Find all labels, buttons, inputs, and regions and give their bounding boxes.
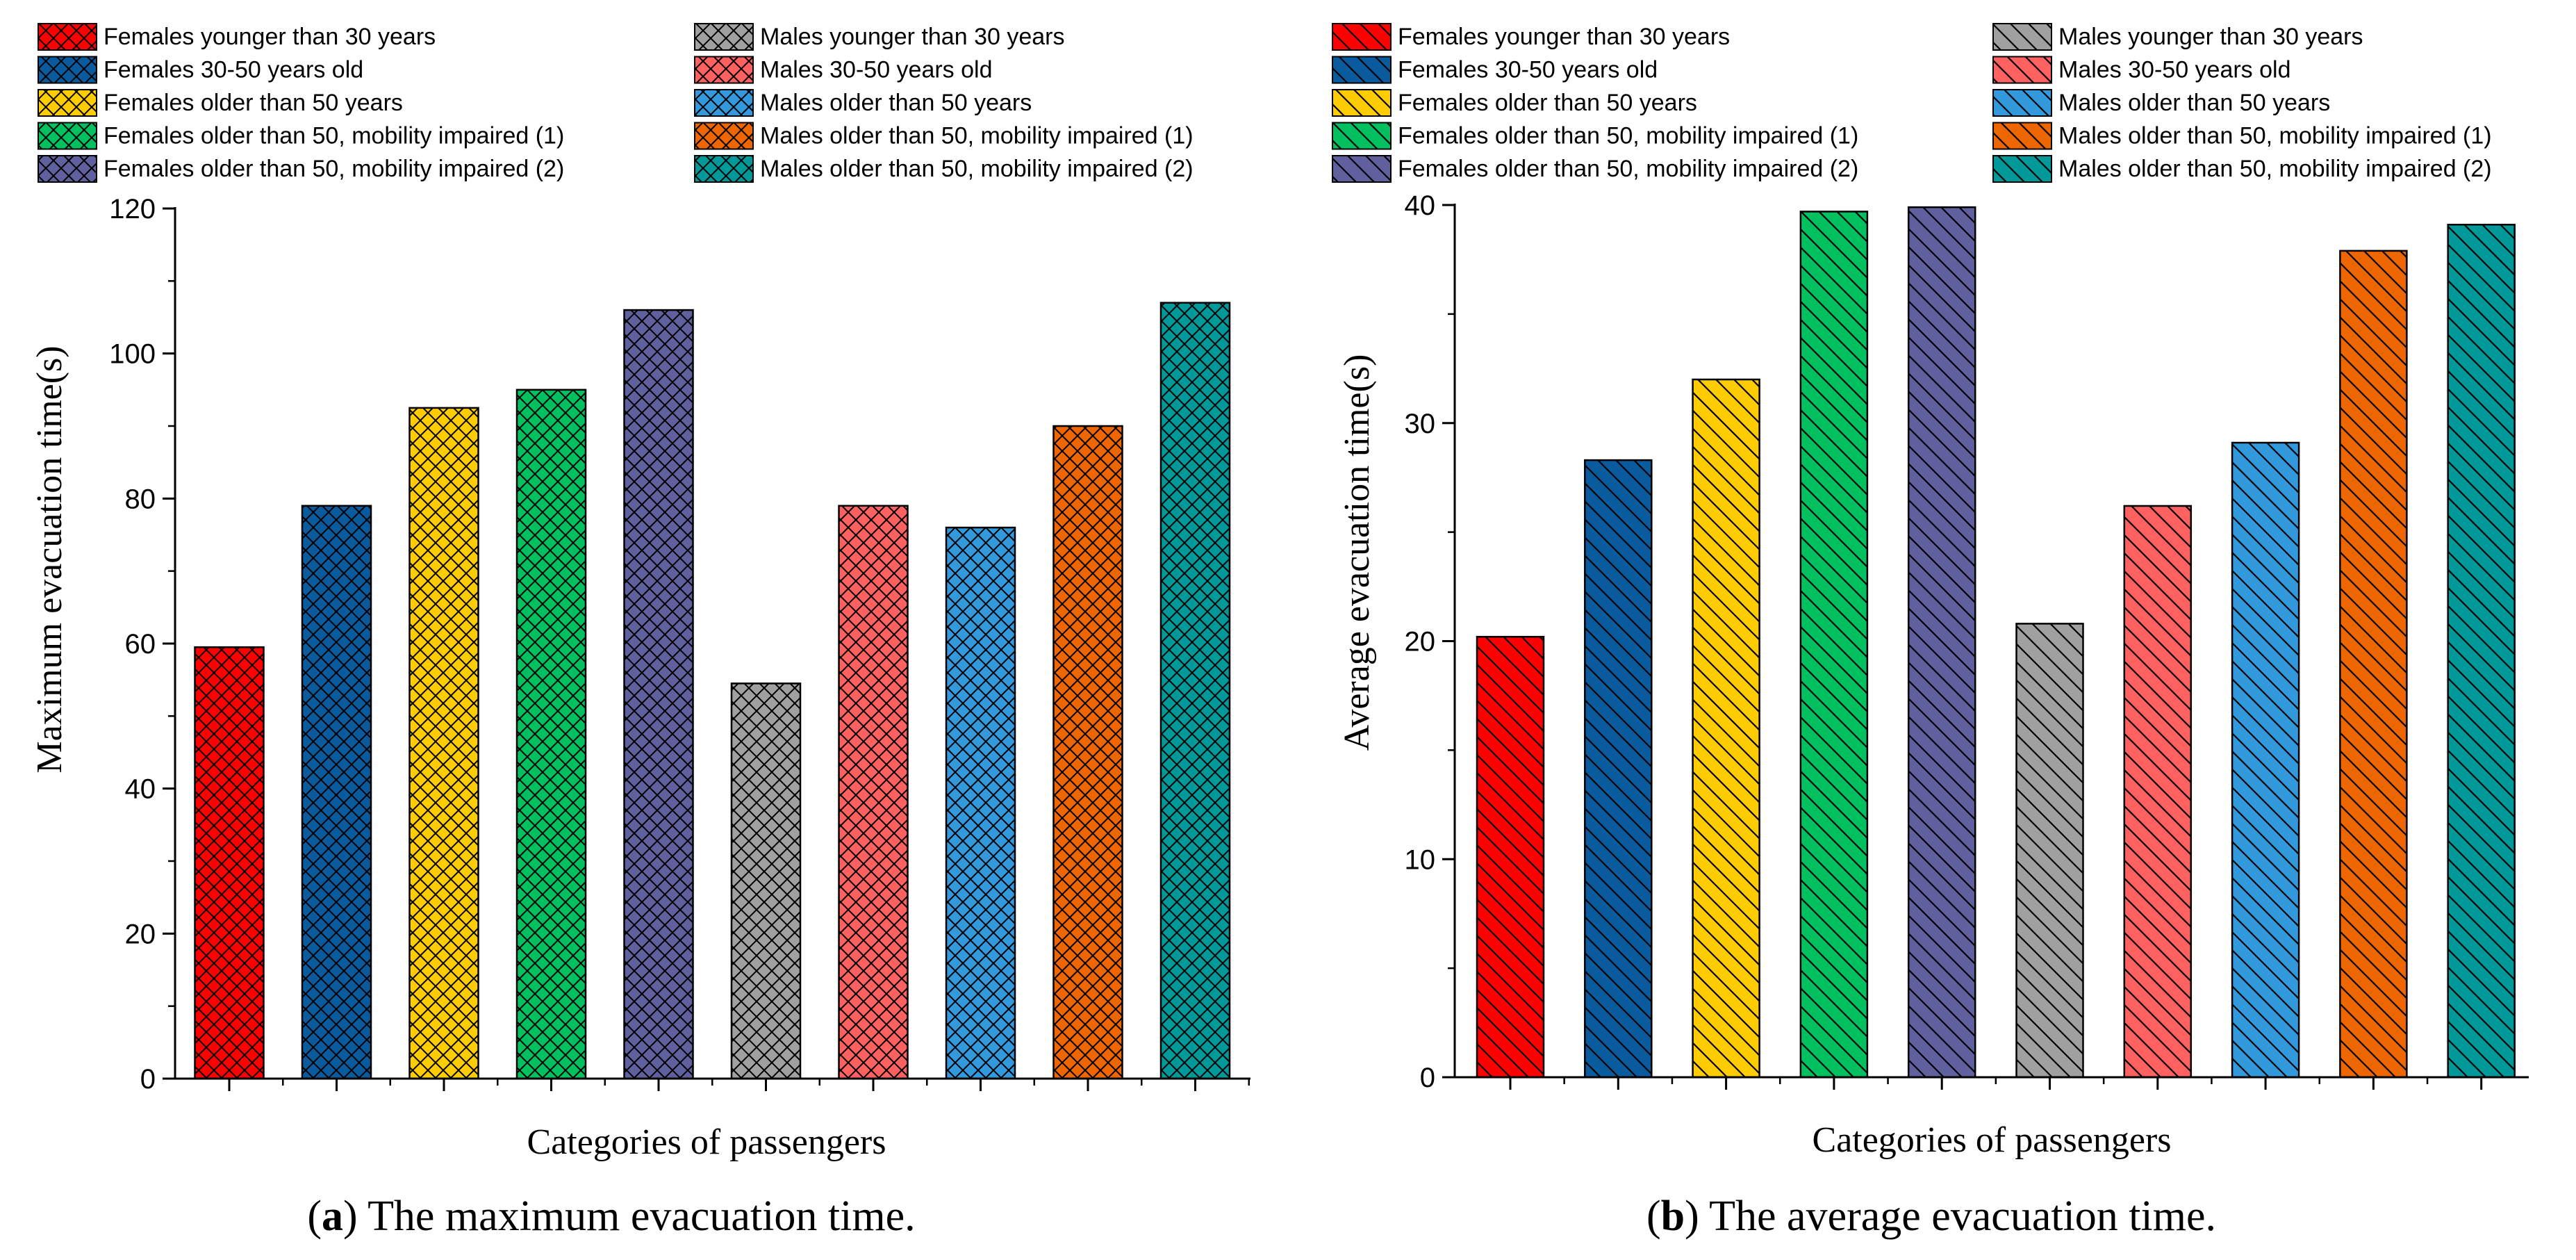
- legend-label: Males older than 50, mobility impaired (…: [760, 156, 1194, 182]
- legend-label: Males older than 50 years: [760, 90, 1032, 116]
- legend-label: Males older than 50, mobility impaired (…: [2058, 156, 2492, 182]
- y-tick-label: 20: [125, 919, 156, 949]
- bar: [1907, 206, 1976, 1079]
- legend-label: Females older than 50, mobility impaired…: [104, 156, 564, 182]
- legend-swatch: [38, 56, 97, 84]
- y-tick-label: 40: [1405, 190, 1436, 221]
- legend-label: Males younger than 30 years: [2058, 24, 2363, 50]
- bar: [2447, 223, 2516, 1079]
- x-axis-title-a: Categories of passengers: [527, 1122, 886, 1162]
- legend-swatch: [1992, 89, 2052, 117]
- bar: [838, 505, 909, 1080]
- legend-swatch: [694, 122, 754, 150]
- legend-label: Females older than 50, mobility impaired…: [1398, 123, 1858, 149]
- bar: [730, 682, 802, 1080]
- bar: [623, 309, 694, 1080]
- legend-swatch: [694, 56, 754, 84]
- y-tick-label: 40: [125, 774, 156, 805]
- legend-swatch: [1992, 56, 2052, 84]
- x-axis-title-b: Categories of passengers: [1813, 1120, 2172, 1160]
- legend-label: Females younger than 30 years: [104, 24, 436, 50]
- legend-label: Males older than 50, mobility impaired (…: [2058, 123, 2492, 149]
- bars-b: [1476, 206, 2516, 1079]
- legend-label: Males younger than 30 years: [760, 24, 1064, 50]
- y-tick-label: 0: [1420, 1063, 1435, 1093]
- legend-swatch: [1992, 155, 2052, 183]
- legend-label: Females younger than 30 years: [1398, 24, 1730, 50]
- y-tick-label: 30: [1405, 409, 1436, 439]
- legend-label: Females older than 50, mobility impaired…: [1398, 156, 1858, 182]
- y-tick-label: 10: [1405, 844, 1436, 875]
- y-tick-label: 100: [109, 339, 156, 370]
- bar: [1584, 459, 1653, 1079]
- legend-swatch: [1332, 122, 1392, 150]
- bar: [2015, 623, 2084, 1079]
- legend-swatch: [1332, 23, 1392, 51]
- caption-b: (b) The average evacuation time.: [1646, 1193, 2216, 1240]
- bar: [945, 526, 1016, 1080]
- bar: [1692, 378, 1760, 1079]
- caption-text-a: The maximum evacuation time.: [368, 1193, 916, 1240]
- y-tick-label: 80: [125, 484, 156, 514]
- panel-b: Females younger than 30 years Females 30-…: [1332, 23, 2529, 1240]
- bar: [1476, 635, 1545, 1079]
- legend-a: Females younger than 30 years Females 30-…: [38, 23, 1194, 183]
- panel-a: Females younger than 30 years Females 30-…: [30, 23, 1250, 1240]
- bar: [515, 388, 587, 1080]
- legend-label: Males 30-50 years old: [760, 57, 993, 83]
- y-axis-title-a: Maximum evacuation time(s): [30, 345, 69, 773]
- y-tick-label: 0: [140, 1064, 156, 1095]
- axes-b: 0 10 20 30 40: [1405, 190, 2529, 1093]
- legend-swatch: [1332, 89, 1392, 117]
- legend-swatch: [38, 122, 97, 150]
- legend-swatch: [38, 155, 97, 183]
- bar: [301, 505, 372, 1080]
- bar: [1799, 211, 1869, 1079]
- legend-label: Females 30-50 years old: [104, 57, 363, 83]
- bar: [2123, 505, 2193, 1079]
- legend-label: Females 30-50 years old: [1398, 57, 1658, 83]
- legend-b: Females younger than 30 years Females 30-…: [1332, 23, 2492, 183]
- legend-swatch: [38, 23, 97, 51]
- axes-a: 0 20 40 60 80 100 120: [109, 194, 1250, 1095]
- y-tick-label: 120: [109, 194, 156, 224]
- legend-swatch: [694, 23, 754, 51]
- legend-label: Males older than 50 years: [2058, 90, 2330, 116]
- bar: [2339, 249, 2408, 1079]
- caption-letter-b: b: [1661, 1193, 1685, 1240]
- caption-letter-a: a: [322, 1193, 343, 1240]
- bar: [194, 646, 265, 1080]
- legend-label: Males 30-50 years old: [2058, 57, 2291, 83]
- legend-swatch: [1332, 56, 1392, 84]
- y-tick-label: 20: [1405, 627, 1436, 657]
- legend-swatch: [1332, 155, 1392, 183]
- bars-a: [194, 302, 1231, 1080]
- legend-swatch: [38, 89, 97, 117]
- legend-label: Females older than 50 years: [104, 90, 403, 116]
- caption-a: (a) The maximum evacuation time.: [307, 1193, 915, 1240]
- bar: [408, 407, 479, 1080]
- bar: [1159, 302, 1231, 1080]
- y-tick-label: 60: [125, 629, 156, 660]
- bar: [2231, 441, 2300, 1079]
- legend-swatch: [1992, 122, 2052, 150]
- bar: [1052, 425, 1123, 1080]
- caption-text-b: The average evacuation time.: [1709, 1193, 2216, 1240]
- y-axis-title-b: Average evacuation time(s): [1337, 354, 1377, 751]
- legend-swatch: [694, 89, 754, 117]
- legend-swatch: [694, 155, 754, 183]
- legend-swatch: [1992, 23, 2052, 51]
- legend-label: Females older than 50 years: [1398, 90, 1697, 116]
- legend-label: Males older than 50, mobility impaired (…: [760, 123, 1194, 149]
- legend-label: Females older than 50, mobility impaired…: [104, 123, 564, 149]
